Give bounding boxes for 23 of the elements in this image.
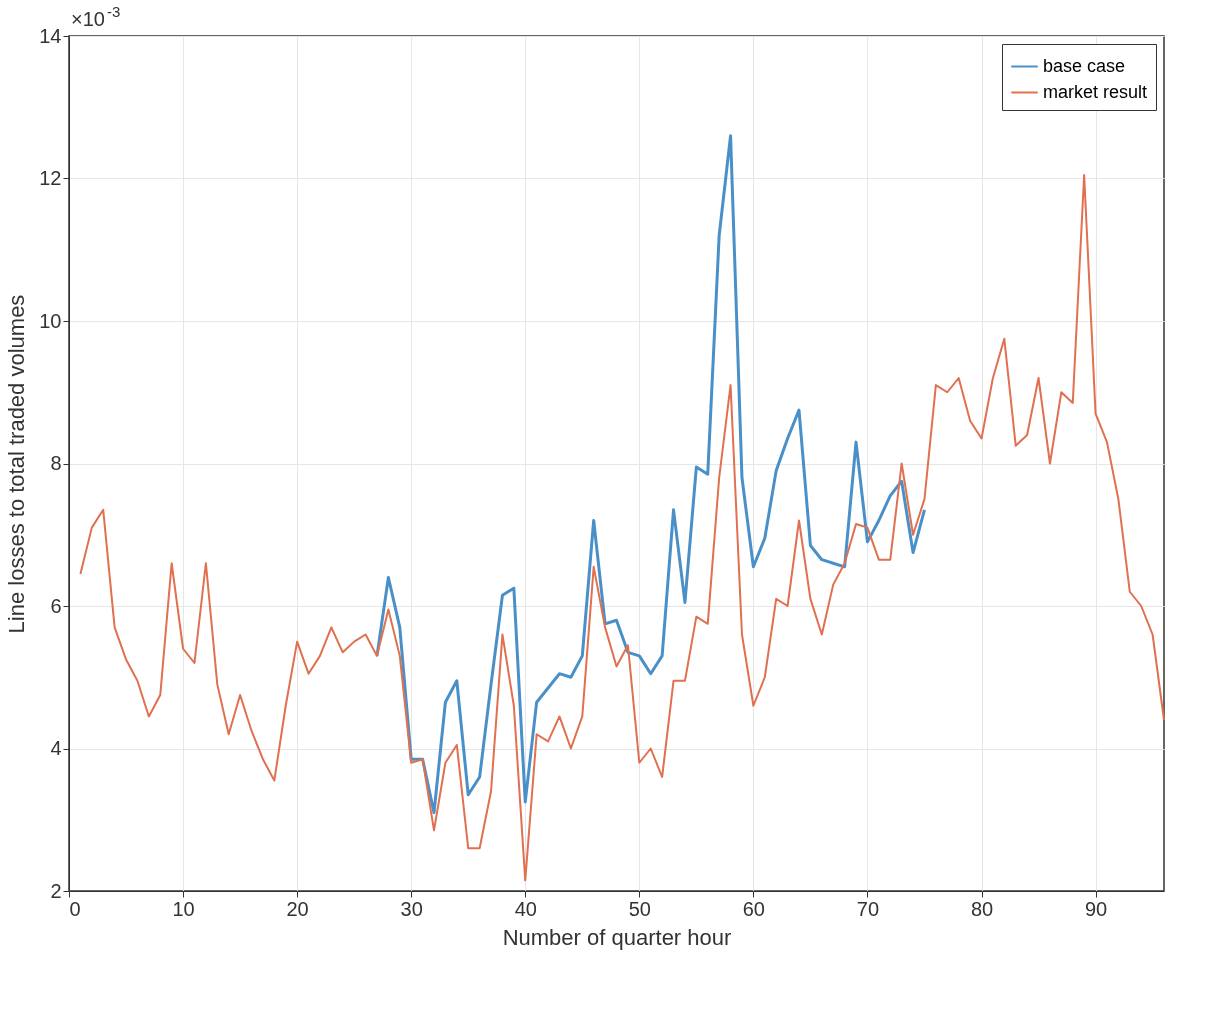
x-tick-label: 70 xyxy=(856,897,880,920)
legend-label: base case xyxy=(1043,55,1126,76)
x-tick-label: 40 xyxy=(514,897,537,920)
line-series xyxy=(79,173,1165,882)
x-tick-label: 60 xyxy=(742,897,765,920)
y-tick-label: 8 xyxy=(50,452,62,474)
x-tick-label: 50 xyxy=(628,897,651,920)
x-axis-title: Number of quarter hour xyxy=(502,924,732,950)
y-tick-label: 2 xyxy=(50,879,62,902)
x-tick-label: 80 xyxy=(970,897,994,920)
y-tick-label: 10 xyxy=(39,309,62,332)
y-tick-label: 14 xyxy=(39,24,62,47)
x-tick-label: 0 xyxy=(69,897,81,920)
y-tick-label: 4 xyxy=(50,737,62,759)
line-series xyxy=(375,134,926,815)
x-tick-label: 30 xyxy=(400,897,423,920)
y-tick-label: 6 xyxy=(50,594,62,617)
x-tick-label: 90 xyxy=(1084,897,1108,920)
y-axis-title: Line losses to total traded volumes xyxy=(4,294,30,634)
x-tick-label: 10 xyxy=(172,897,195,920)
x-tick-label: 20 xyxy=(286,897,309,920)
y-tick-label: 12 xyxy=(39,167,62,189)
legend-label: market result xyxy=(1043,81,1148,102)
